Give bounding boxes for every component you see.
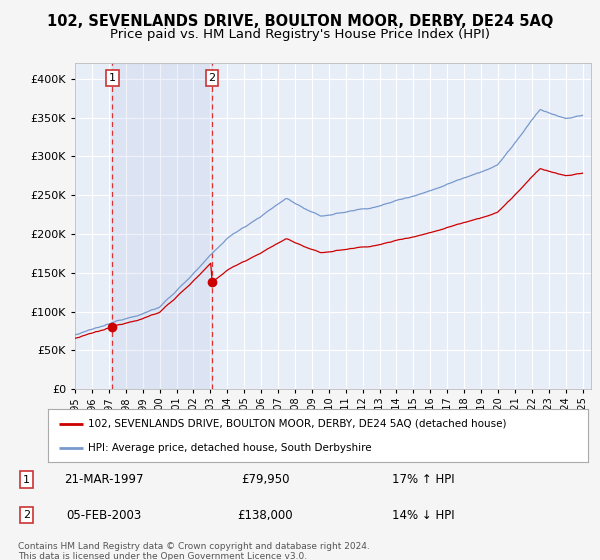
Text: 1: 1 <box>109 73 116 83</box>
Text: 2: 2 <box>208 73 215 83</box>
Text: 21-MAR-1997: 21-MAR-1997 <box>64 473 144 486</box>
Text: 1: 1 <box>23 474 30 484</box>
Text: Contains HM Land Registry data © Crown copyright and database right 2024.
This d: Contains HM Land Registry data © Crown c… <box>18 542 370 560</box>
Text: HPI: Average price, detached house, South Derbyshire: HPI: Average price, detached house, Sout… <box>89 443 372 453</box>
Text: 14% ↓ HPI: 14% ↓ HPI <box>392 508 455 522</box>
Text: 102, SEVENLANDS DRIVE, BOULTON MOOR, DERBY, DE24 5AQ: 102, SEVENLANDS DRIVE, BOULTON MOOR, DER… <box>47 14 553 29</box>
Text: 102, SEVENLANDS DRIVE, BOULTON MOOR, DERBY, DE24 5AQ (detached house): 102, SEVENLANDS DRIVE, BOULTON MOOR, DER… <box>89 419 507 429</box>
Text: 17% ↑ HPI: 17% ↑ HPI <box>392 473 455 486</box>
Bar <box>112 63 212 389</box>
Text: £79,950: £79,950 <box>241 473 290 486</box>
Text: £138,000: £138,000 <box>238 508 293 522</box>
Text: Price paid vs. HM Land Registry's House Price Index (HPI): Price paid vs. HM Land Registry's House … <box>110 28 490 41</box>
Text: 2: 2 <box>23 510 30 520</box>
Text: 05-FEB-2003: 05-FEB-2003 <box>67 508 142 522</box>
